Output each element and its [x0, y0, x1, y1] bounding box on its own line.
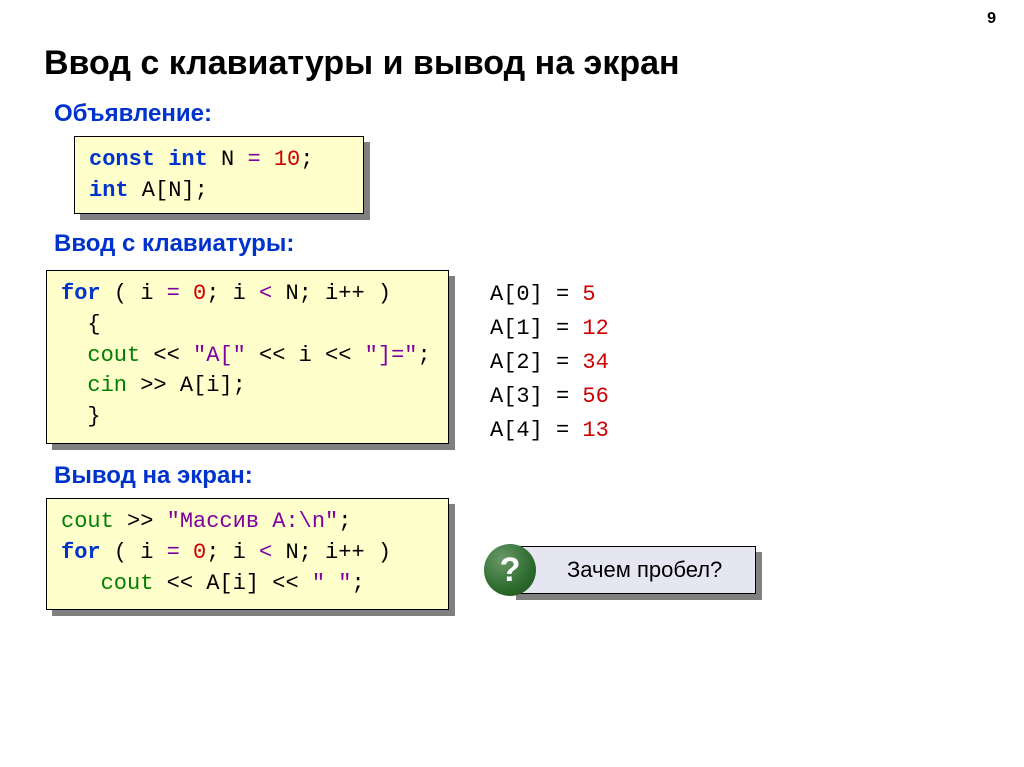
question-text: Зачем пробел? [567, 557, 722, 582]
code-text: ; i [206, 281, 259, 306]
array-row: A[2] = 34 [490, 346, 609, 380]
input-label: Ввод с клавиатуры: [54, 230, 294, 258]
kw-int: int [89, 178, 129, 203]
code-text: ( i [101, 540, 167, 565]
code-text: << A[i] << [153, 571, 311, 596]
code-text: N; i++ ) [272, 281, 391, 306]
kw-for: for [61, 281, 101, 306]
kw-eq: = [247, 147, 260, 172]
code-text: A[N]; [129, 178, 208, 203]
page-number: 9 [987, 10, 996, 28]
num-literal: 10 [261, 147, 301, 172]
kw-eq: = [167, 281, 180, 306]
kw-lt: < [259, 540, 272, 565]
code-text: << i << [246, 343, 365, 368]
page-title: Ввод с клавиатуры и вывод на экран [44, 44, 680, 83]
question-mark: ? [500, 551, 521, 590]
kw-for: for [61, 540, 101, 565]
code-text: >> A[i]; [127, 373, 246, 398]
output-label: Вывод на экран: [54, 462, 253, 490]
code-text: } [61, 404, 101, 429]
kw-cout: cout [61, 509, 114, 534]
code-text: ; [300, 147, 313, 172]
array-label: A[0] = [490, 282, 569, 307]
array-label: A[1] = [490, 316, 569, 341]
code-text: ( i [101, 281, 167, 306]
code-text: << [140, 343, 193, 368]
code-text: >> [114, 509, 167, 534]
output-codebox: cout >> "Массив A:\n"; for ( i = 0; i < … [46, 498, 449, 610]
question-box: Зачем пробел? [510, 546, 756, 594]
array-value: 5 [569, 282, 595, 307]
kw-cin: cin [87, 373, 127, 398]
array-value: 56 [569, 384, 609, 409]
array-label: A[2] = [490, 350, 569, 375]
string-literal: "A[" [193, 343, 246, 368]
array-row: A[3] = 56 [490, 380, 609, 414]
array-label: A[3] = [490, 384, 569, 409]
array-values: A[0] = 5 A[1] = 12 A[2] = 34 A[3] = 56 A… [490, 278, 609, 448]
declaration-codebox: const int N = 10; int A[N]; [74, 136, 364, 214]
code-text: ; i [206, 540, 259, 565]
num-literal: 0 [180, 540, 206, 565]
question-icon: ? [484, 544, 536, 596]
string-literal: "Массив A:\n" [167, 509, 339, 534]
array-row: A[4] = 13 [490, 414, 609, 448]
array-value: 13 [569, 418, 609, 443]
code-text: { [61, 312, 101, 337]
code-text: ; [338, 509, 351, 534]
array-row: A[0] = 5 [490, 278, 609, 312]
string-literal: "]=" [365, 343, 418, 368]
input-codebox: for ( i = 0; i < N; i++ ) { cout << "A["… [46, 270, 449, 444]
code-text: ; [417, 343, 430, 368]
kw-lt: < [259, 281, 272, 306]
code-text: N [208, 147, 248, 172]
kw-eq: = [167, 540, 180, 565]
code-text: N; i++ ) [272, 540, 391, 565]
string-literal: " " [312, 571, 352, 596]
kw-const: const int [89, 147, 208, 172]
code-text: ; [351, 571, 364, 596]
num-literal: 0 [180, 281, 206, 306]
code-text [61, 571, 101, 596]
array-value: 12 [569, 316, 609, 341]
array-label: A[4] = [490, 418, 569, 443]
array-row: A[1] = 12 [490, 312, 609, 346]
declaration-label: Объявление: [54, 100, 212, 128]
kw-cout: cout [101, 571, 154, 596]
kw-cout: cout [87, 343, 140, 368]
array-value: 34 [569, 350, 609, 375]
